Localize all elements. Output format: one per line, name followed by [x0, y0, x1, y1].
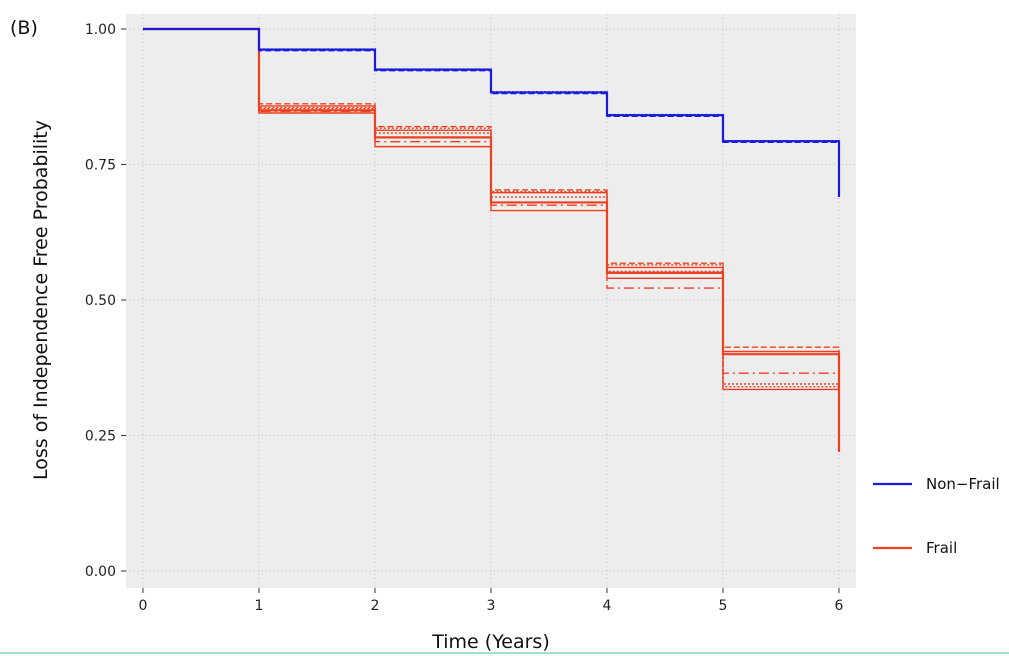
- plot-panel: [126, 14, 856, 588]
- y-tick-label: 1.00: [85, 22, 116, 38]
- x-tick-label: 2: [371, 598, 380, 614]
- series-non-frail: [143, 27, 841, 198]
- series-overlay-line: [143, 28, 840, 452]
- series-line: [143, 27, 841, 452]
- panel-label: (B): [10, 17, 38, 39]
- series-overlay-line: [143, 28, 840, 452]
- x-tick-label: 3: [487, 598, 496, 614]
- x-axis-title: Time (Years): [431, 631, 550, 653]
- series-lines: [143, 27, 841, 452]
- y-tick-label: 0.25: [85, 429, 116, 445]
- legend-label: Non−Frail: [926, 475, 1000, 493]
- series-line: [143, 27, 841, 198]
- axes: 0 1 2 3 4 5 6 0.00 0.25 0.50 0.75 1.00: [85, 22, 844, 614]
- x-tick-label: 1: [255, 598, 264, 614]
- y-tick-label: 0.00: [85, 564, 116, 580]
- series-frail: [143, 27, 841, 452]
- legend-label: Frail: [926, 539, 957, 557]
- y-tick-label: 0.50: [85, 293, 116, 309]
- x-tick-label: 0: [139, 598, 148, 614]
- x-tick-label: 5: [719, 598, 728, 614]
- x-tick-label: 6: [835, 598, 844, 614]
- legend: Non−Frail Frail: [873, 475, 1000, 557]
- x-tick-label: 4: [603, 598, 612, 614]
- y-tick-label: 0.75: [85, 158, 116, 174]
- y-axis-title: Loss of Independence Free Probability: [30, 120, 52, 480]
